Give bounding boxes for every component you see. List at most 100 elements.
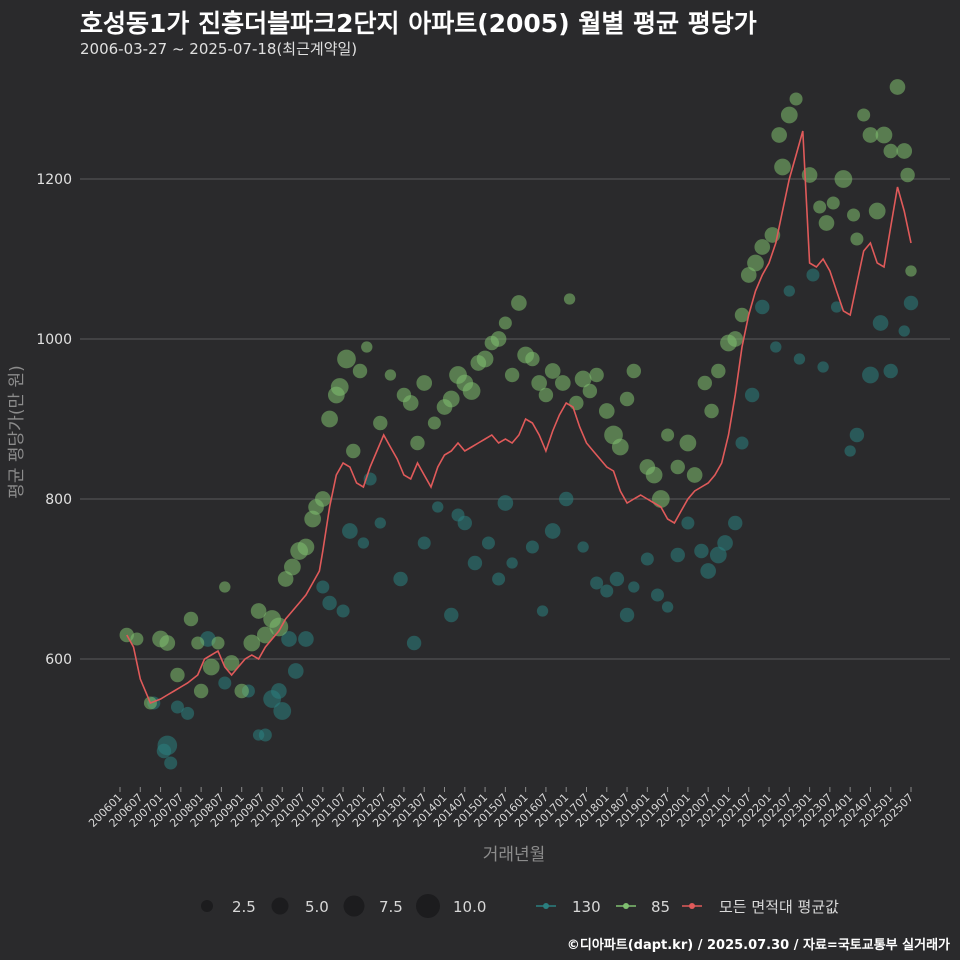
data-point-130 [281, 631, 297, 647]
data-point-130 [181, 706, 195, 720]
scatter-points [119, 79, 919, 770]
data-point-85 [661, 428, 675, 442]
data-point-85 [219, 581, 231, 593]
data-point-85 [670, 459, 685, 475]
legend: 2.5 5.0 7.5 10.0 130 85 모든 면적대 평균값 [201, 894, 839, 918]
data-point-130 [457, 515, 472, 531]
data-point-130 [322, 595, 337, 611]
data-point-85 [896, 143, 913, 159]
data-point-85 [818, 215, 835, 231]
data-point-85 [826, 196, 840, 210]
data-point-85 [130, 632, 144, 646]
data-point-85 [834, 170, 853, 188]
data-point-130 [342, 523, 358, 539]
legend-dot [623, 903, 629, 909]
data-point-85 [277, 571, 294, 587]
size-legend-label: 10.0 [453, 898, 486, 916]
data-point-130 [497, 495, 514, 511]
data-point-130 [619, 607, 635, 623]
data-point-85 [191, 636, 205, 650]
data-point-85 [427, 416, 441, 430]
data-point-85 [170, 667, 185, 683]
data-point-85 [538, 387, 554, 403]
data-point-85 [847, 208, 861, 222]
data-point-85 [402, 395, 419, 411]
data-point-85 [159, 635, 176, 651]
y-tick-label: 1200 [36, 172, 72, 188]
size-legend-label: 5.0 [305, 898, 329, 916]
data-point-85 [900, 167, 915, 183]
size-legend-marker [416, 894, 440, 918]
data-point-130 [559, 491, 574, 507]
data-point-85 [462, 382, 481, 400]
data-point-85 [883, 143, 898, 159]
data-point-130 [492, 572, 506, 586]
data-point-130 [258, 728, 272, 742]
data-point-85 [563, 293, 576, 305]
data-point-85 [511, 295, 527, 311]
data-point-130 [628, 581, 640, 593]
data-point-85 [875, 126, 893, 144]
data-point-85 [589, 367, 604, 383]
data-point-85 [119, 627, 134, 643]
legend-label: 130 [572, 898, 601, 916]
data-point-130 [783, 285, 795, 297]
data-point-85 [645, 466, 663, 484]
data-point-130 [844, 445, 856, 457]
data-point-85 [490, 331, 507, 347]
data-point-130 [770, 341, 782, 353]
data-point-85 [747, 254, 764, 272]
data-point-85 [223, 655, 240, 671]
data-point-130 [661, 601, 674, 613]
size-legend-marker [343, 895, 365, 917]
average-price-line [126, 130, 912, 705]
data-point-130 [862, 366, 879, 384]
data-point-130 [650, 588, 664, 602]
data-point-130 [536, 605, 549, 617]
data-point-130 [157, 735, 178, 756]
data-point-85 [297, 538, 315, 556]
data-point-85 [704, 403, 719, 419]
data-point-130 [506, 557, 518, 569]
data-point-85 [250, 603, 267, 619]
data-point-130 [670, 547, 685, 563]
data-point-85 [304, 510, 322, 528]
data-point-85 [889, 79, 906, 95]
data-point-130 [817, 361, 829, 373]
data-point-130 [406, 635, 422, 651]
data-point-85 [193, 683, 209, 699]
data-point-85 [525, 351, 540, 367]
data-point-85 [410, 435, 425, 451]
data-point-130 [735, 436, 749, 450]
data-point-85 [476, 350, 494, 368]
chart-title: 호성동1가 진흥더블파크2단지 아파트(2005) 월별 평균 평당가 [80, 9, 757, 38]
data-point-85 [679, 434, 697, 452]
data-point-85 [697, 375, 712, 391]
data-point-130 [432, 501, 444, 513]
data-point-85 [183, 611, 199, 627]
data-point-85 [315, 491, 331, 507]
data-point-130 [744, 387, 760, 403]
data-point-130 [271, 683, 287, 699]
y-tick-label: 1000 [36, 332, 72, 348]
data-point-130 [273, 702, 292, 720]
data-point-85 [598, 403, 615, 419]
data-point-85 [373, 415, 388, 431]
data-point-130 [849, 427, 865, 443]
data-point-85 [384, 369, 397, 381]
data-point-85 [442, 390, 460, 408]
data-point-85 [771, 127, 787, 143]
data-point-85 [243, 634, 261, 652]
data-point-85 [498, 316, 512, 330]
data-point-85 [531, 375, 547, 391]
data-point-85 [330, 378, 349, 396]
size-legend-marker [271, 897, 289, 915]
data-point-130 [287, 663, 304, 679]
data-point-85 [569, 395, 584, 411]
data-point-130 [544, 523, 561, 539]
data-point-85 [284, 558, 301, 576]
data-point-130 [700, 563, 716, 579]
data-point-130 [903, 295, 919, 311]
data-point-85 [754, 239, 771, 255]
